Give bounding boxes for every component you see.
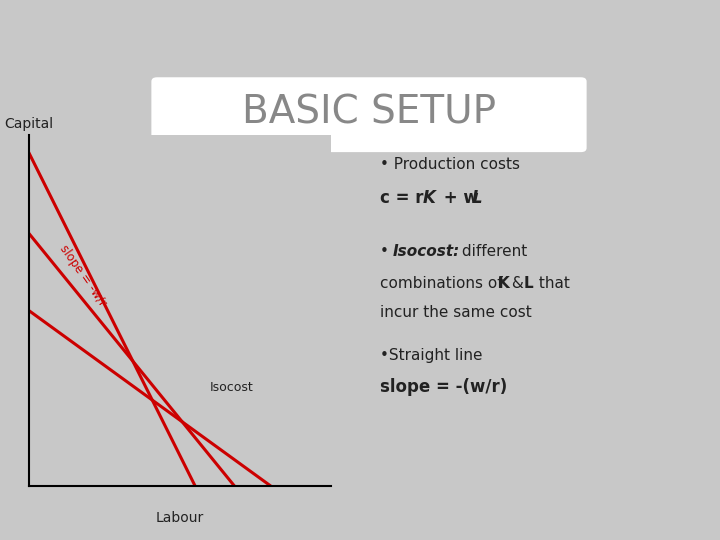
Text: slope = -(w/r): slope = -(w/r)	[380, 378, 508, 396]
Text: that: that	[534, 275, 570, 291]
Text: different: different	[457, 245, 528, 259]
Text: BASIC SETUP: BASIC SETUP	[242, 93, 496, 132]
Text: Isocost:: Isocost:	[392, 245, 459, 259]
Text: incur the same cost: incur the same cost	[380, 305, 532, 320]
FancyBboxPatch shape	[151, 77, 587, 152]
Text: combinations of: combinations of	[380, 275, 508, 291]
Text: L: L	[524, 275, 534, 291]
Text: •Straight line: •Straight line	[380, 348, 482, 363]
Text: Isocost: Isocost	[210, 381, 254, 394]
Text: K: K	[423, 189, 436, 207]
Text: c = r: c = r	[380, 189, 423, 207]
Text: K: K	[498, 275, 509, 291]
Text: Capital: Capital	[4, 118, 54, 131]
Text: + w: + w	[438, 189, 479, 207]
Text: •: •	[380, 245, 394, 259]
Text: • Production costs: • Production costs	[380, 157, 520, 172]
Text: &: &	[508, 275, 529, 291]
Text: slope = -w/r: slope = -w/r	[58, 242, 109, 308]
Text: L: L	[472, 189, 482, 207]
Text: Labour: Labour	[156, 511, 204, 524]
